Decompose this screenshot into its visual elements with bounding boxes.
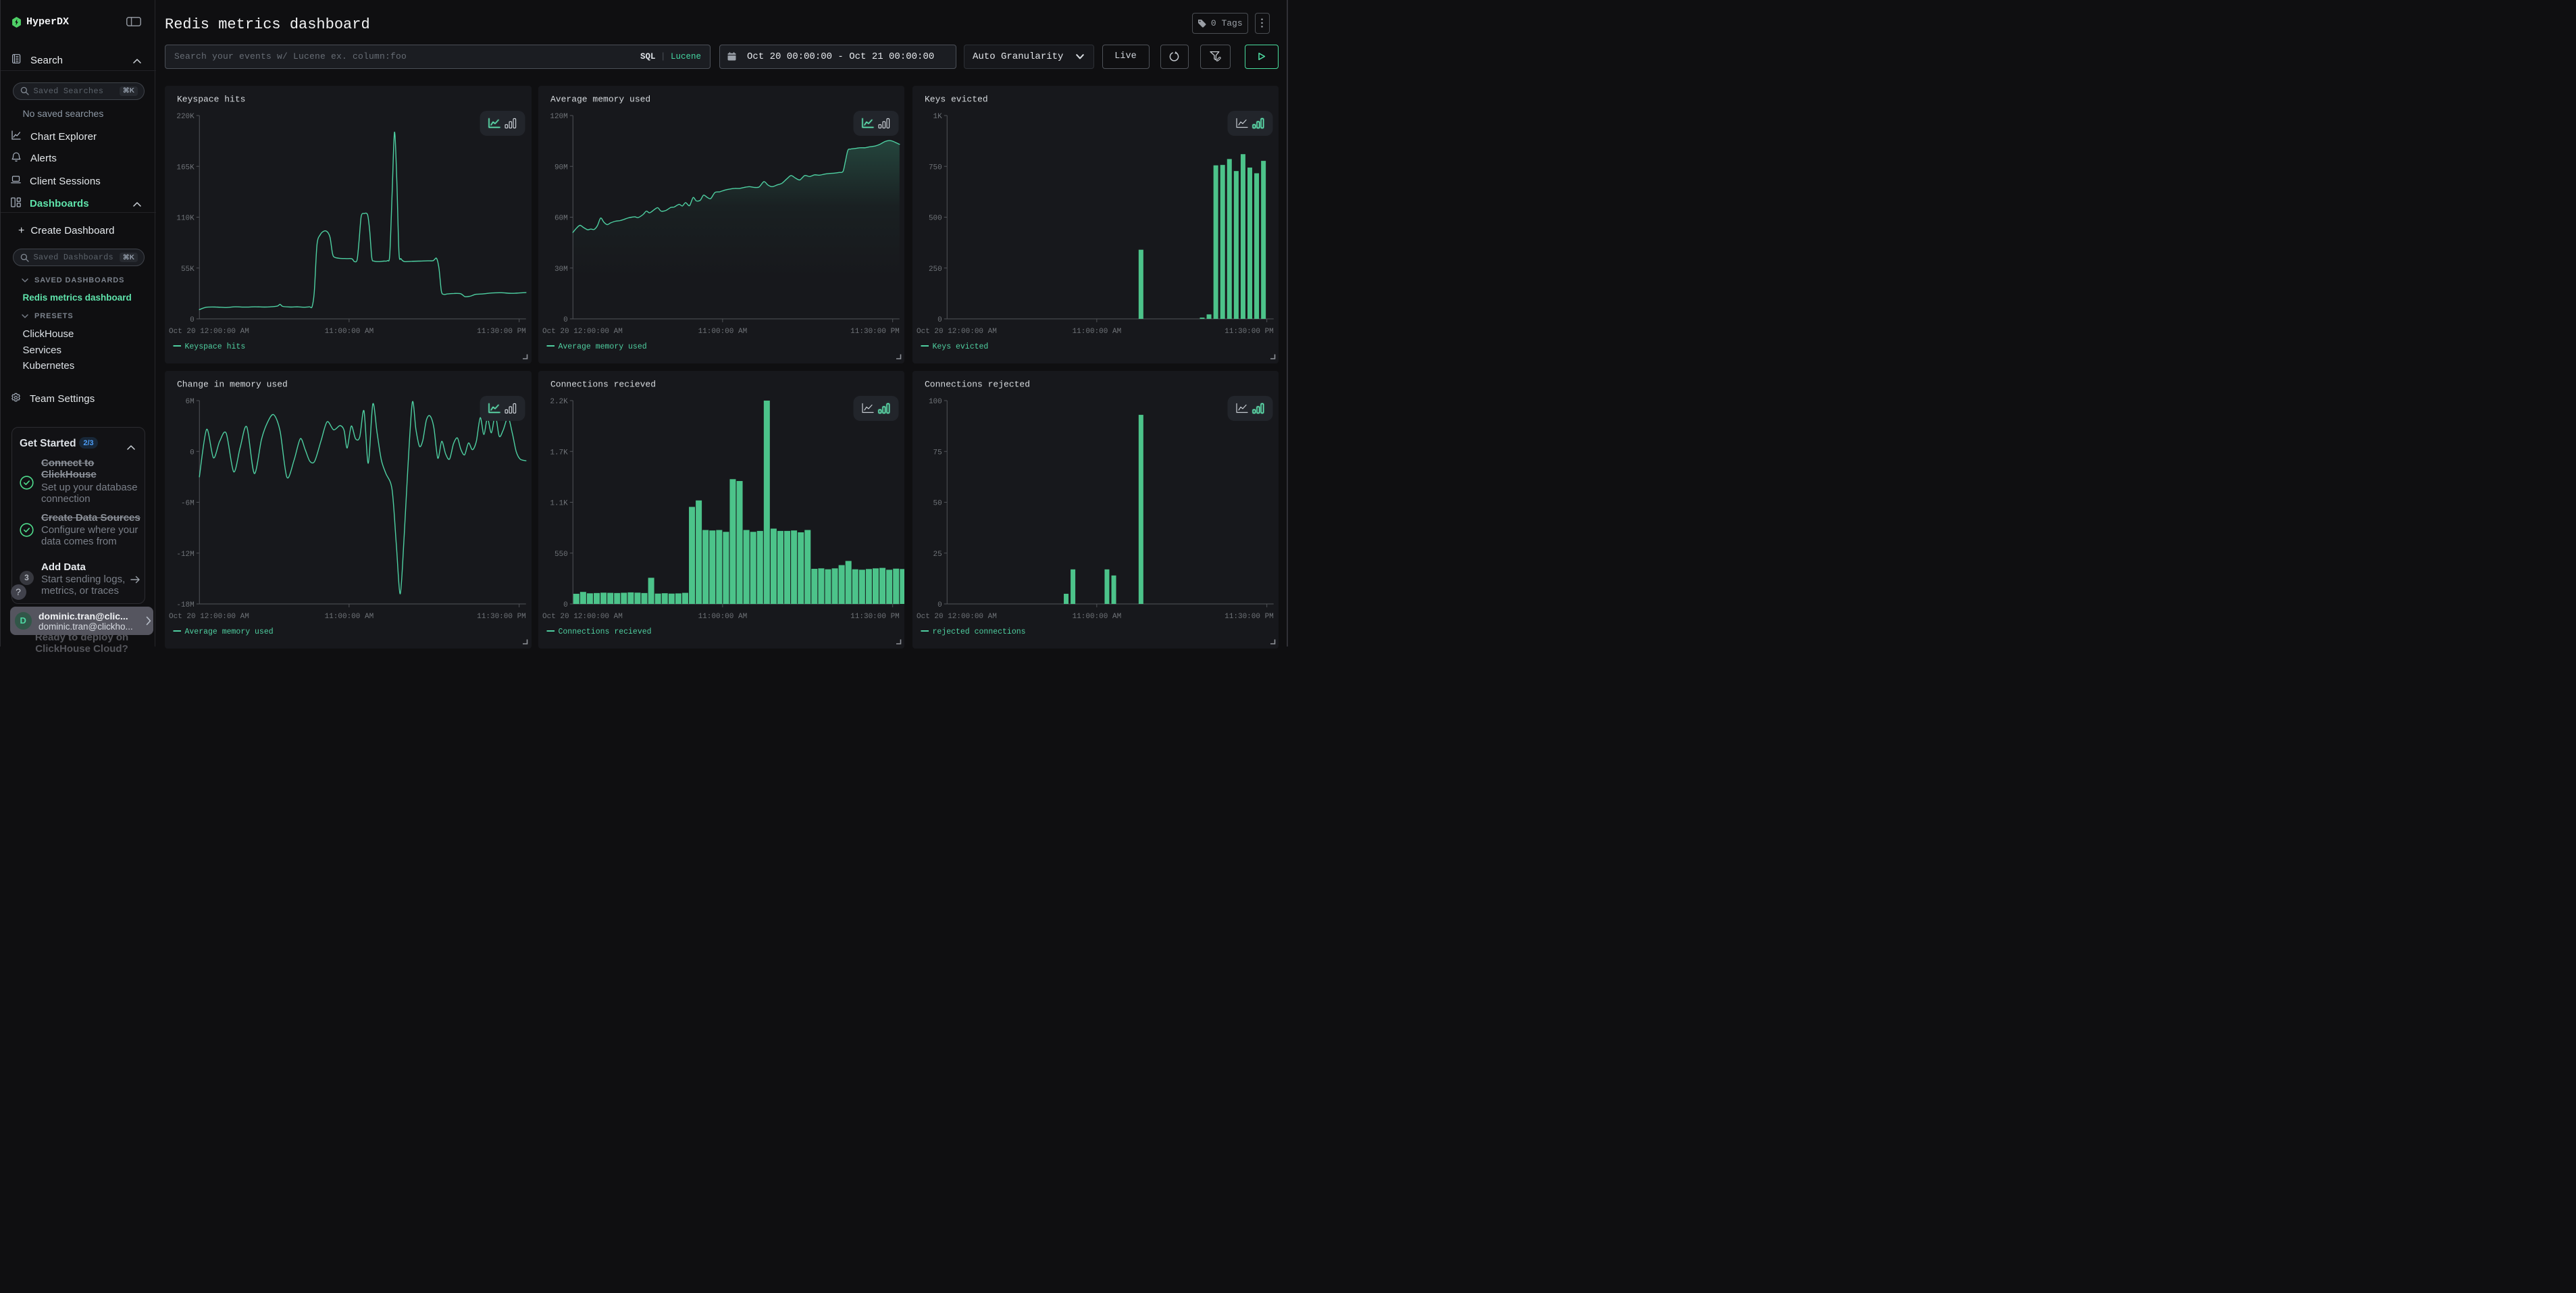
svg-text:55K: 55K [181,265,195,274]
svg-text:Keyspace hits: Keyspace hits [177,95,245,105]
svg-text:220K: 220K [176,113,195,121]
svg-text:Connections rejected: Connections rejected [925,380,1030,390]
svg-text:11:30:00 PM: 11:30:00 PM [850,613,900,621]
svg-text:0: 0 [190,449,195,457]
svg-text:11:00:00 AM: 11:00:00 AM [698,613,747,621]
svg-text:0: 0 [190,316,195,324]
svg-text:Average memory used: Average memory used [185,628,274,636]
svg-text:Oct 20 12:00:00 AM: Oct 20 12:00:00 AM [917,328,997,336]
svg-text:Oct 20 12:00:00 AM: Oct 20 12:00:00 AM [542,613,623,621]
svg-text:Keyspace hits: Keyspace hits [185,343,246,351]
svg-text:Keys evicted: Keys evicted [932,343,988,351]
svg-text:Average memory used: Average memory used [550,95,650,105]
svg-text:Oct 20 12:00:00 AM: Oct 20 12:00:00 AM [917,613,997,621]
svg-text:Connections recieved: Connections recieved [558,628,651,636]
svg-text:-6M: -6M [181,500,195,508]
svg-text:11:30:00 PM: 11:30:00 PM [1225,613,1274,621]
svg-text:90M: 90M [554,163,567,172]
svg-text:Average memory used: Average memory used [558,343,646,351]
svg-text:11:00:00 AM: 11:00:00 AM [1072,328,1121,336]
svg-text:1.1K: 1.1K [550,500,568,508]
svg-text:-18M: -18M [176,601,194,609]
svg-text:11:30:00 PM: 11:30:00 PM [850,328,900,336]
svg-text:60M: 60M [554,215,567,223]
svg-text:2.2K: 2.2K [550,398,568,406]
svg-text:0: 0 [563,601,568,609]
svg-text:Keys evicted: Keys evicted [925,95,988,105]
svg-text:110K: 110K [176,215,195,223]
svg-text:1K: 1K [933,113,942,121]
svg-text:Oct 20 12:00:00 AM: Oct 20 12:00:00 AM [542,328,623,336]
svg-text:11:30:00 PM: 11:30:00 PM [477,328,526,336]
svg-text:Oct 20 12:00:00 AM: Oct 20 12:00:00 AM [169,328,249,336]
svg-text:6M: 6M [186,398,195,406]
svg-text:750: 750 [928,163,942,172]
svg-text:Connections recieved: Connections recieved [550,380,656,390]
svg-text:rejected connections: rejected connections [932,628,1025,636]
svg-text:0: 0 [937,316,942,324]
svg-text:11:00:00 AM: 11:00:00 AM [698,328,747,336]
svg-text:50: 50 [933,500,942,508]
svg-text:1.7K: 1.7K [550,449,568,457]
svg-text:11:30:00 PM: 11:30:00 PM [477,613,526,621]
svg-text:75: 75 [933,449,942,457]
svg-text:11:00:00 AM: 11:00:00 AM [1072,613,1121,621]
svg-text:11:00:00 AM: 11:00:00 AM [325,613,374,621]
svg-text:0: 0 [937,601,942,609]
svg-text:100: 100 [928,398,942,406]
svg-text:11:00:00 AM: 11:00:00 AM [325,328,374,336]
svg-text:0: 0 [563,316,568,324]
svg-text:120M: 120M [550,113,567,121]
svg-text:165K: 165K [176,163,195,172]
svg-text:-12M: -12M [176,551,194,559]
svg-text:30M: 30M [554,265,567,274]
svg-text:250: 250 [928,265,942,274]
svg-text:550: 550 [554,551,567,559]
svg-text:25: 25 [933,551,942,559]
svg-text:11:30:00 PM: 11:30:00 PM [1225,328,1274,336]
svg-text:500: 500 [928,215,942,223]
svg-text:Change in memory used: Change in memory used [177,380,288,390]
svg-text:Oct 20 12:00:00 AM: Oct 20 12:00:00 AM [169,613,249,621]
